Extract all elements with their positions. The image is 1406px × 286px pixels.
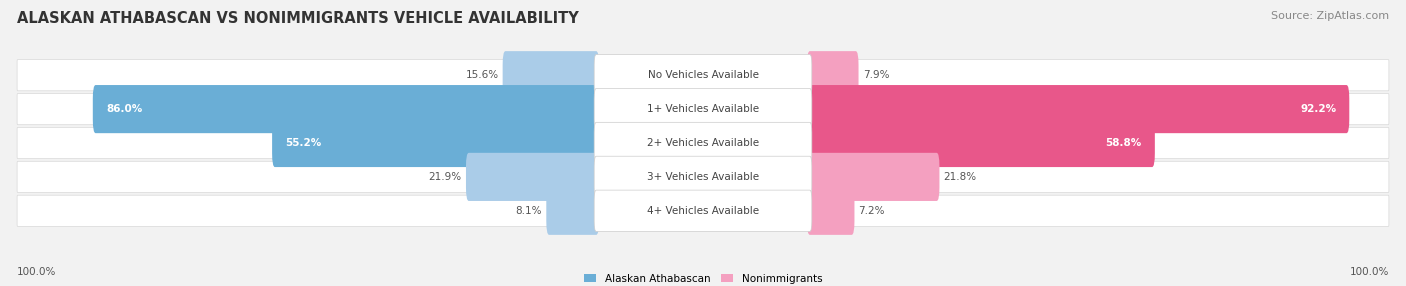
FancyBboxPatch shape — [595, 156, 811, 198]
Text: Source: ZipAtlas.com: Source: ZipAtlas.com — [1271, 11, 1389, 21]
Text: 7.2%: 7.2% — [859, 206, 886, 216]
Legend: Alaskan Athabascan, Nonimmigrants: Alaskan Athabascan, Nonimmigrants — [579, 269, 827, 286]
Text: 100.0%: 100.0% — [17, 267, 56, 277]
FancyBboxPatch shape — [807, 51, 859, 99]
FancyBboxPatch shape — [17, 161, 1389, 192]
FancyBboxPatch shape — [17, 94, 1389, 125]
FancyBboxPatch shape — [595, 190, 811, 231]
Text: 55.2%: 55.2% — [285, 138, 322, 148]
FancyBboxPatch shape — [17, 195, 1389, 227]
Text: 21.8%: 21.8% — [943, 172, 977, 182]
Text: ALASKAN ATHABASCAN VS NONIMMIGRANTS VEHICLE AVAILABILITY: ALASKAN ATHABASCAN VS NONIMMIGRANTS VEHI… — [17, 11, 579, 26]
FancyBboxPatch shape — [547, 187, 599, 235]
FancyBboxPatch shape — [807, 153, 939, 201]
FancyBboxPatch shape — [807, 85, 1350, 133]
Text: 8.1%: 8.1% — [516, 206, 543, 216]
Text: 21.9%: 21.9% — [429, 172, 461, 182]
Text: 3+ Vehicles Available: 3+ Vehicles Available — [647, 172, 759, 182]
FancyBboxPatch shape — [17, 127, 1389, 159]
Text: No Vehicles Available: No Vehicles Available — [648, 70, 758, 80]
FancyBboxPatch shape — [807, 187, 855, 235]
Text: 1+ Vehicles Available: 1+ Vehicles Available — [647, 104, 759, 114]
FancyBboxPatch shape — [93, 85, 599, 133]
FancyBboxPatch shape — [273, 119, 599, 167]
Text: 100.0%: 100.0% — [1350, 267, 1389, 277]
Text: 58.8%: 58.8% — [1105, 138, 1142, 148]
FancyBboxPatch shape — [595, 122, 811, 164]
FancyBboxPatch shape — [465, 153, 599, 201]
Text: 7.9%: 7.9% — [863, 70, 889, 80]
Text: 4+ Vehicles Available: 4+ Vehicles Available — [647, 206, 759, 216]
FancyBboxPatch shape — [502, 51, 599, 99]
FancyBboxPatch shape — [17, 59, 1389, 91]
FancyBboxPatch shape — [595, 88, 811, 130]
FancyBboxPatch shape — [807, 119, 1154, 167]
Text: 92.2%: 92.2% — [1301, 104, 1336, 114]
Text: 15.6%: 15.6% — [465, 70, 499, 80]
Text: 2+ Vehicles Available: 2+ Vehicles Available — [647, 138, 759, 148]
FancyBboxPatch shape — [595, 55, 811, 96]
Text: 86.0%: 86.0% — [105, 104, 142, 114]
